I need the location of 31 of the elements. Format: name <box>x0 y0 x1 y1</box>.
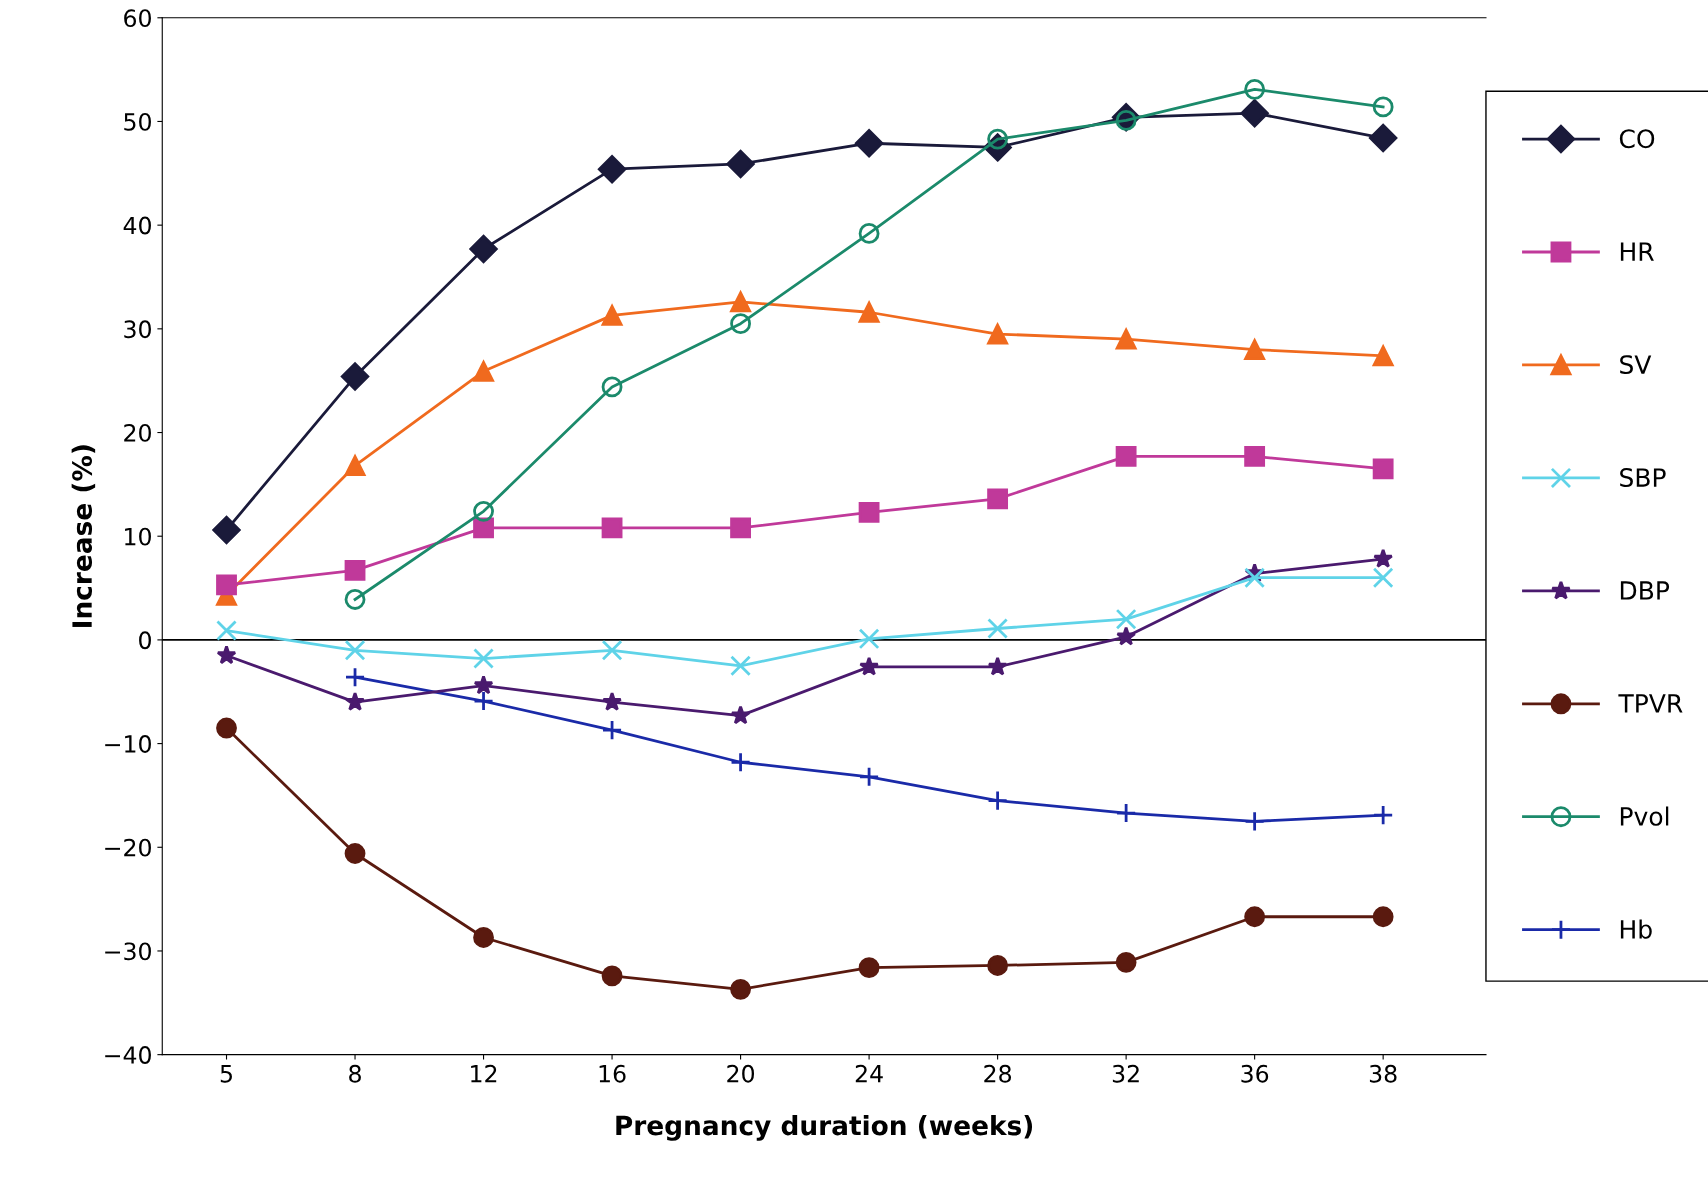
x-tick-label: 28 <box>984 1064 1012 1083</box>
x-tick-label: 24 <box>855 1064 883 1083</box>
y-tick-label: 40 <box>123 216 151 235</box>
x-tick-label: 16 <box>599 1064 626 1083</box>
y-tick-label: −20 <box>105 838 151 857</box>
legend-label: TPVR <box>1618 694 1683 713</box>
legend-label: SBP <box>1620 468 1666 487</box>
x-tick-label: 5 <box>220 1065 232 1083</box>
x-tick-label: 38 <box>1369 1064 1397 1083</box>
legend-label: DBP <box>1620 581 1670 600</box>
y-tick-label: −40 <box>105 1046 151 1064</box>
x-tick-label: 36 <box>1241 1064 1269 1083</box>
y-tick-label: 0 <box>139 631 151 650</box>
x-tick-label: 32 <box>1112 1064 1139 1083</box>
legend-label: SV <box>1620 355 1652 375</box>
y-tick-label: −10 <box>105 735 151 753</box>
y-tick-label: 20 <box>124 423 151 442</box>
x-tick-label: 20 <box>727 1064 755 1083</box>
x-tick-label: 8 <box>349 1064 361 1083</box>
y-tick-label: 30 <box>124 320 151 339</box>
x-tick-label: 12 <box>471 1064 497 1083</box>
x-axis-title: Pregnancy duration (weeks) <box>616 1115 1033 1141</box>
y-tick-label: −30 <box>105 942 151 961</box>
legend-label: CO <box>1619 129 1655 149</box>
legend-label: HR <box>1620 242 1654 261</box>
y-tick-label: 60 <box>124 9 151 28</box>
y-tick-label: 50 <box>124 112 151 131</box>
legend-label: Pvol <box>1620 806 1669 826</box>
y-tick-label: 10 <box>125 527 151 546</box>
y-axis-title: Increase (%) <box>71 445 96 627</box>
legend-label: Hb <box>1620 919 1652 939</box>
